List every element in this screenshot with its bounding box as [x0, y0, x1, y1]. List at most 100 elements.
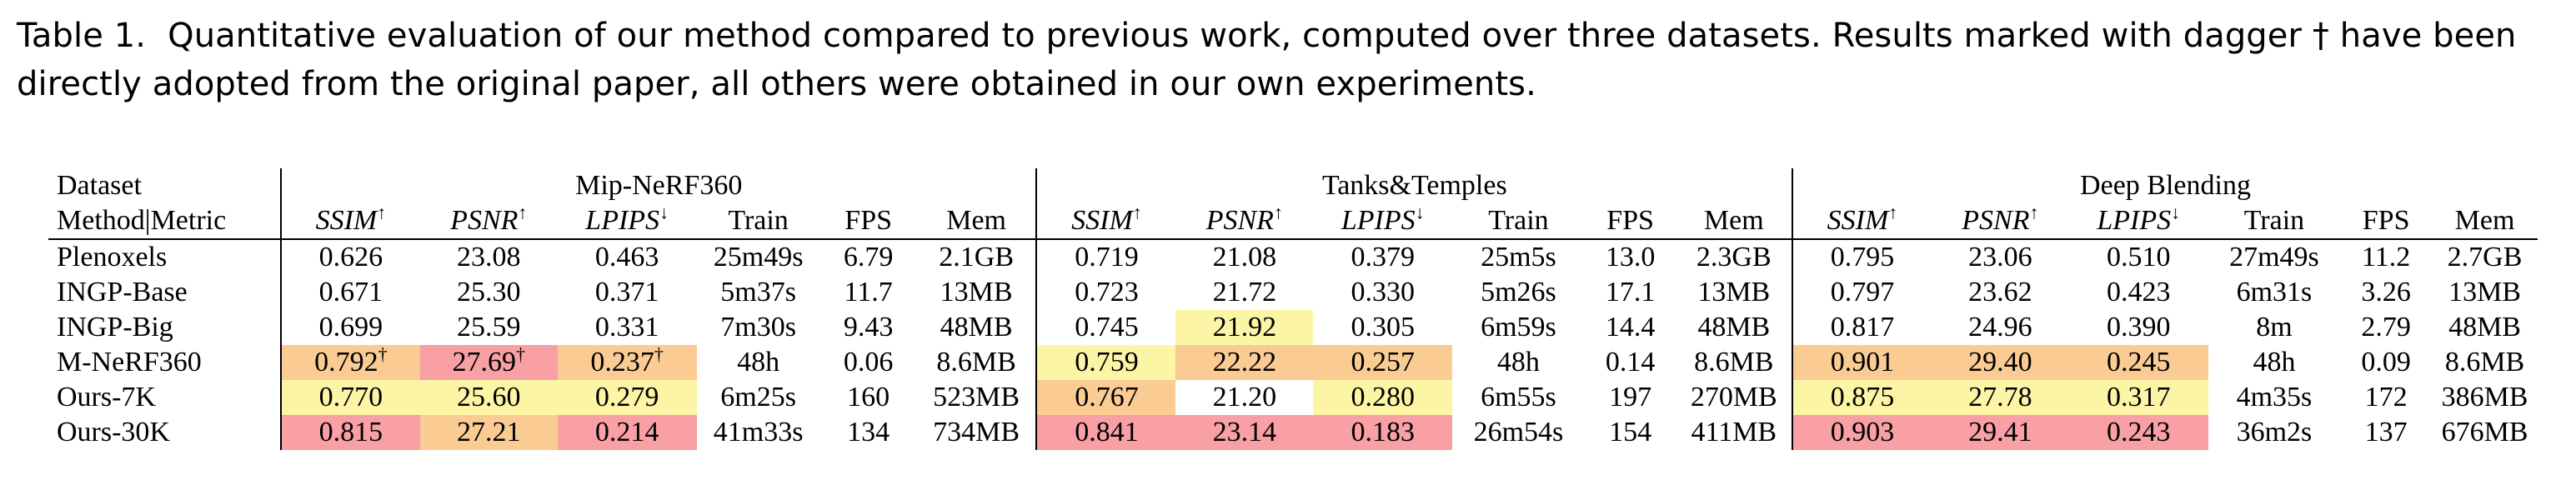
method-name: Ours-7K [48, 380, 282, 415]
table-cell: 0.875 [1792, 380, 1932, 415]
table-cell: 0.463 [594, 242, 659, 272]
table-cell: 0.745 [1075, 312, 1139, 342]
table-cell: 134 [847, 417, 890, 448]
table-cell: 17.1 [1605, 277, 1656, 308]
dataset-header-deep-blending: Deep Blending [2080, 170, 2251, 201]
table-row: Plenoxels 0.626 23.08 0.463 25m49s 6.79 … [48, 239, 2538, 275]
table-cell: 23.06 [1968, 242, 2032, 272]
table-cell: 13MB [2448, 277, 2521, 308]
method-name: Plenoxels [48, 239, 282, 275]
table-cell: 0.795 [1830, 242, 1895, 272]
table-row: Ours-30K 0.815 27.21 0.214 41m33s 134 73… [48, 415, 2538, 450]
table-cell: 0.903 [1792, 415, 1932, 450]
metric-header: Train [696, 203, 820, 240]
table-cell: 27.78 [1931, 380, 2069, 415]
table-cell: 23.08 [457, 242, 521, 272]
table-cell: 411MB [1676, 415, 1794, 450]
table-cell: 2.79 [2361, 312, 2411, 342]
table-cell: 270MB [1676, 380, 1794, 415]
table-cell: 21.08 [1212, 242, 1277, 272]
table-caption: Table 1. Quantitative evaluation of our m… [17, 12, 2559, 108]
table-cell: 2.1GB [916, 239, 1038, 275]
dataset-header-mipnerf360: Mip-NeRF360 [280, 168, 1038, 203]
table-cell: 0.245 [2068, 345, 2208, 380]
table-cell: 7m30s [720, 312, 796, 342]
table-cell: 0.257 [1313, 345, 1453, 380]
table-cell: 25.59 [457, 312, 521, 342]
table-cell: 0.390 [2107, 312, 2171, 342]
dataset-header-row: Dataset Mip-NeRF360 Tanks&Temples Deep B… [48, 168, 2538, 203]
table-cell: 36m2s [2236, 417, 2313, 448]
metric-header: PSNR↑ [419, 203, 558, 240]
table-cell: 23.62 [1968, 277, 2032, 308]
table-cell: 137 [2364, 417, 2408, 448]
table-cell: 0.214 [557, 415, 697, 450]
table-cell: 0.841 [1036, 415, 1176, 450]
table-cell: 0.331 [594, 312, 659, 342]
metric-header: Mem [916, 203, 1038, 240]
table-cell: 6m25s [720, 382, 796, 412]
metric-header: FPS [2340, 203, 2433, 240]
table-cell: 48MB [1676, 310, 1794, 345]
table-cell: 0.330 [1351, 277, 1415, 308]
table-cell: 21.20 [1212, 382, 1277, 412]
table-cell: 0.759 [1036, 345, 1176, 380]
metric-header-row: Method|Metric SSIM↑ PSNR↑ LPIPS↓ Train F… [48, 203, 2538, 240]
table-cell: 2.7GB [2447, 242, 2523, 272]
table-cell: 8.6MB [916, 345, 1038, 380]
table-cell: 172 [2364, 382, 2408, 412]
table-cell: 41m33s [713, 417, 804, 448]
table-cell: 4m35s [2236, 382, 2313, 412]
table-cell: 25m49s [713, 242, 804, 272]
metric-header: LPIPS↓ [557, 203, 697, 240]
table-cell: 0.379 [1351, 242, 1415, 272]
table-cell: 21.92 [1175, 310, 1314, 345]
table-cell: 0.280 [1313, 380, 1453, 415]
table-cell: 0.305 [1351, 312, 1415, 342]
table-row: INGP-Base 0.671 25.30 0.371 5m37s 11.7 1… [48, 275, 2538, 310]
table-cell: 0.237† [557, 345, 697, 380]
table-cell: 25.60 [419, 380, 558, 415]
table-cell: 0.671 [318, 277, 383, 308]
metric-header: PSNR↑ [1931, 203, 2069, 240]
table-cell: 3.26 [2361, 277, 2411, 308]
table-cell: 0.14 [1605, 347, 1656, 378]
table-cell: 0.510 [2107, 242, 2171, 272]
table-cell: 48MB [916, 310, 1038, 345]
table-cell: 0.279 [557, 380, 697, 415]
metric-header: SSIM↑ [1036, 203, 1176, 240]
table-cell: 676MB [2441, 417, 2528, 448]
table-cell: 5m26s [1481, 277, 1556, 308]
dataset-header-tanks-temples: Tanks&Temples [1036, 168, 1794, 203]
table-cell: 13MB [1676, 275, 1794, 310]
table-cell: 197 [1609, 382, 1652, 412]
table-cell: 160 [847, 382, 890, 412]
table-row: INGP-Big 0.699 25.59 0.331 7m30s 9.43 48… [48, 310, 2538, 345]
table-cell: 5m37s [720, 277, 796, 308]
caption-text: Quantitative evaluation of our method co… [17, 17, 2517, 103]
method-name: INGP-Base [48, 275, 282, 310]
table-cell: 48h [1496, 347, 1540, 378]
metric-header: LPIPS↓ [1313, 203, 1453, 240]
table-cell: 22.22 [1175, 345, 1314, 380]
metric-header: Train [1452, 203, 1585, 240]
method-name: Ours-30K [48, 415, 282, 450]
table-cell: 13MB [916, 275, 1038, 310]
table-cell: 11.2 [2362, 242, 2411, 272]
table-cell: 26m54s [1473, 417, 1564, 448]
results-table: Dataset Mip-NeRF360 Tanks&Temples Deep B… [48, 168, 2538, 450]
table-cell: 14.4 [1605, 312, 1656, 342]
dagger-mark: † [516, 343, 526, 365]
table-cell: 6m55s [1481, 382, 1556, 412]
table-cell: 27m49s [2229, 242, 2319, 272]
table-cell: 523MB [916, 380, 1038, 415]
table-cell: 9.43 [843, 312, 894, 342]
table-cell: 8.6MB [1676, 345, 1794, 380]
caption-label: Table 1. [17, 17, 147, 55]
table-cell: 23.14 [1175, 415, 1314, 450]
table-cell: 0.06 [843, 347, 894, 378]
table-cell: 2.3GB [1676, 239, 1794, 275]
table-cell: 27.21 [419, 415, 558, 450]
table-cell: 0.371 [594, 277, 659, 308]
table-cell: 0.770 [280, 380, 420, 415]
